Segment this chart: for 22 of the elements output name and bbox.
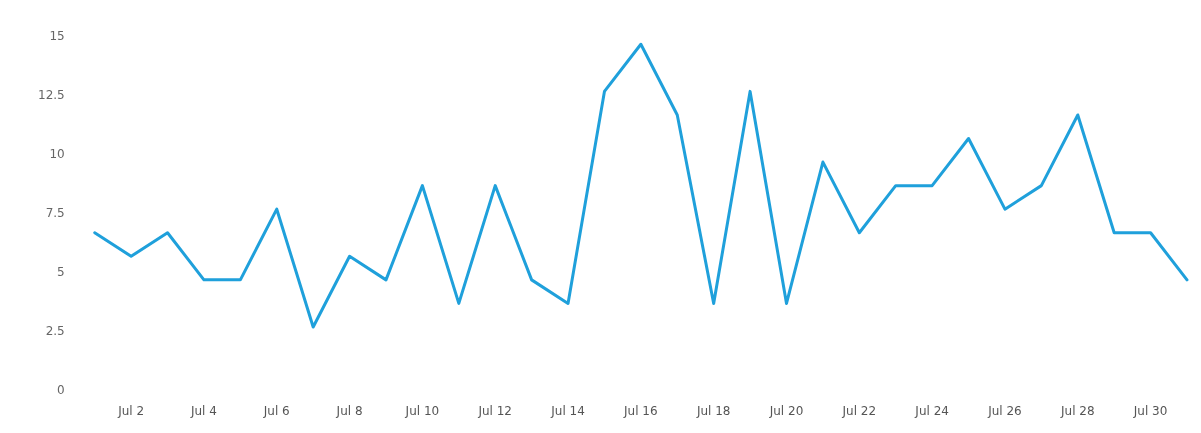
x-tick-label: Jul 2 [117, 403, 145, 418]
y-tick-label: 15 [49, 29, 65, 44]
y-tick-label: 7.5 [45, 206, 65, 221]
x-tick-label: Jul 26 [987, 403, 1022, 418]
y-tick-label: 5 [57, 264, 65, 279]
x-tick-label: Jul 24 [914, 403, 949, 418]
x-tick-label: Jul 10 [404, 403, 440, 418]
x-tick-label: Jul 8 [335, 403, 363, 418]
y-tick-label: 12.5 [38, 88, 65, 103]
x-tick-label: Jul 4 [189, 403, 217, 418]
x-tick-label: Jul 16 [623, 403, 658, 418]
y-tick-label: 10 [49, 147, 65, 162]
x-tick-label: Jul 22 [841, 403, 877, 418]
x-tick-label: Jul 20 [768, 403, 804, 418]
x-tick-label: Jul 6 [262, 403, 290, 418]
x-tick-label: Jul 14 [550, 403, 585, 418]
x-tick-label: Jul 18 [695, 403, 731, 418]
y-tick-label: 0 [57, 382, 65, 397]
x-tick-label: Jul 12 [477, 403, 512, 418]
x-tick-label: Jul 30 [1132, 403, 1168, 418]
y-tick-label: 2.5 [45, 323, 65, 338]
x-tick-label: Jul 28 [1059, 403, 1095, 418]
